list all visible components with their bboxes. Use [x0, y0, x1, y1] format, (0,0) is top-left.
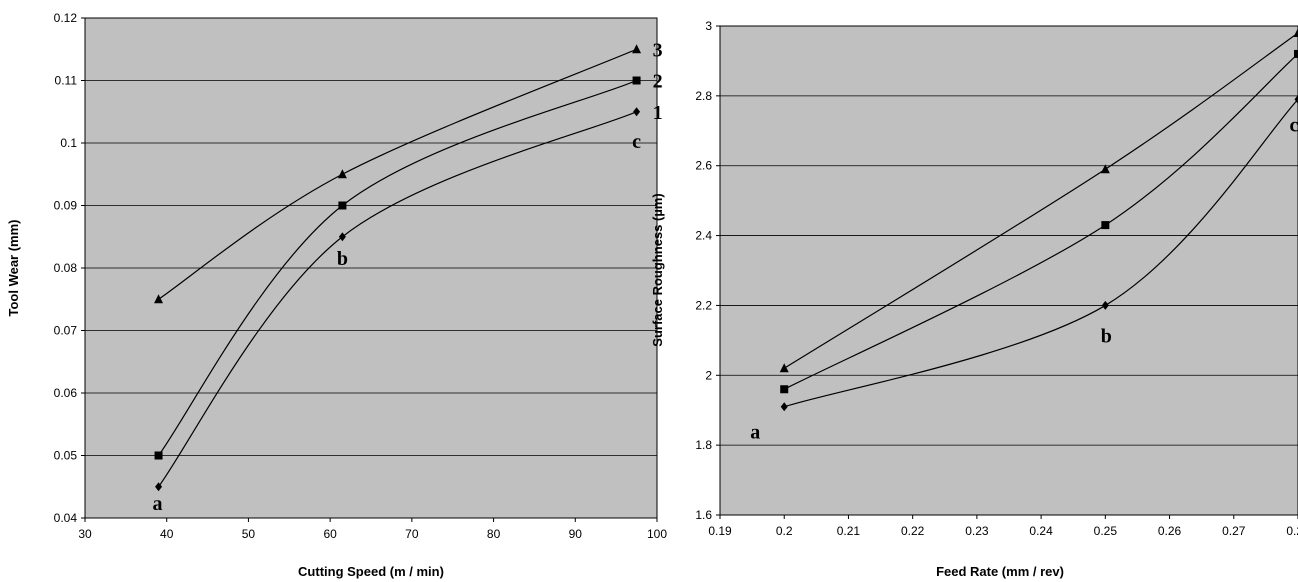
y-tick-label: 2.2	[695, 298, 712, 312]
plot-area	[719, 25, 1298, 516]
y-tick-label: 2.8	[695, 89, 712, 103]
diamond-marker	[780, 402, 788, 412]
x-axis-title: Feed Rate (mm / rev)	[936, 564, 1064, 579]
point-annotation: c	[1290, 114, 1298, 136]
x-tick-label: 90	[569, 527, 583, 541]
series-3: 3	[779, 27, 1298, 373]
x-tick-label: 0.24	[1029, 524, 1053, 538]
series-line	[783, 53, 1298, 390]
triangle-marker	[1100, 164, 1110, 174]
series-line	[783, 32, 1298, 369]
x-tick-label: 0.27	[1222, 524, 1246, 538]
square-marker	[154, 451, 163, 460]
triangle-marker	[337, 169, 347, 179]
x-axis-title: Cutting Speed (m / min)	[298, 564, 444, 579]
square-marker	[1294, 49, 1298, 58]
y-tick-label: 0.11	[55, 74, 78, 88]
triangle-marker	[1293, 27, 1298, 37]
x-tick-label: 0.25	[1094, 524, 1118, 538]
point-annotation: a	[153, 493, 163, 515]
y-tick-label: 1.6	[695, 508, 712, 522]
y-tick-label: 0.06	[54, 386, 78, 400]
series-2: 2	[780, 49, 1298, 394]
y-tick-label: 0.08	[54, 261, 78, 275]
y-tick-label: 0.04	[54, 511, 78, 525]
diamond-marker	[155, 482, 163, 492]
series-label: 2	[653, 71, 663, 93]
y-axis-title: Tool Wear (mm)	[6, 219, 21, 316]
x-tick-label: 0.22	[901, 524, 925, 538]
x-tick-label: 50	[242, 527, 256, 541]
y-tick-label: 2.4	[695, 229, 712, 243]
chart-2: 1.6 1.8 2 2.2 2.4 2.6 2.8 3 0.19 0.2 0.21 0.22 0.23 0…	[650, 19, 1298, 579]
triangle-marker	[632, 44, 642, 54]
y-tick-label: 0.07	[54, 324, 78, 338]
point-annotation: a	[750, 422, 760, 444]
x-tick-label: 80	[487, 527, 501, 541]
triangle-marker	[154, 294, 164, 304]
x-tick-label: 40	[160, 527, 174, 541]
y-tick-label: 3	[705, 19, 712, 33]
x-tick-label: 0.23	[965, 524, 989, 538]
square-marker	[632, 76, 641, 85]
square-marker	[780, 385, 789, 394]
x-tick-label: 70	[405, 527, 419, 541]
x-tick-label: 60	[323, 527, 337, 541]
triangle-marker	[779, 363, 789, 373]
y-tick-label: 0.05	[54, 449, 78, 463]
x-tick-label: 0.2	[776, 524, 793, 538]
y-axis-title: Surface Roughness (µm)	[650, 193, 665, 346]
diamond-marker	[1294, 94, 1298, 104]
y-tick-label: 0.09	[54, 199, 78, 213]
y-tick-label: 0.12	[54, 11, 78, 25]
x-tick-label: 0.21	[837, 524, 861, 538]
point-annotation: b	[337, 248, 348, 270]
y-tick-label: 2.6	[695, 159, 712, 173]
square-marker	[1101, 221, 1110, 230]
series-1: 1	[155, 102, 663, 492]
diamond-marker	[633, 107, 641, 117]
diamond-marker	[1101, 300, 1109, 310]
y-tick-label: 0.1	[60, 136, 77, 150]
y-tick-label: 1.8	[695, 438, 712, 452]
x-tick-label: 0.26	[1158, 524, 1182, 538]
series-label: 3	[653, 39, 663, 61]
series-label: 1	[653, 102, 663, 124]
x-tick-label: 0.19	[708, 524, 732, 538]
chart-1: 0.04 0.05 0.06 0.07 0.08 0.09 0.1 0.11 0.12 30 40 5…	[6, 11, 667, 579]
point-annotation: b	[1101, 325, 1112, 347]
x-tick-label: 30	[78, 527, 92, 541]
series-3: 3	[154, 39, 663, 304]
series-line	[158, 48, 637, 300]
series-2: 2	[154, 71, 663, 460]
point-annotation: c	[632, 131, 641, 153]
square-marker	[338, 201, 347, 210]
x-tick-label: 0.28	[1286, 524, 1298, 538]
x-tick-label: 100	[647, 527, 667, 541]
series-1: 1	[780, 94, 1298, 412]
diamond-marker	[338, 232, 346, 242]
y-tick-label: 2	[705, 368, 712, 382]
